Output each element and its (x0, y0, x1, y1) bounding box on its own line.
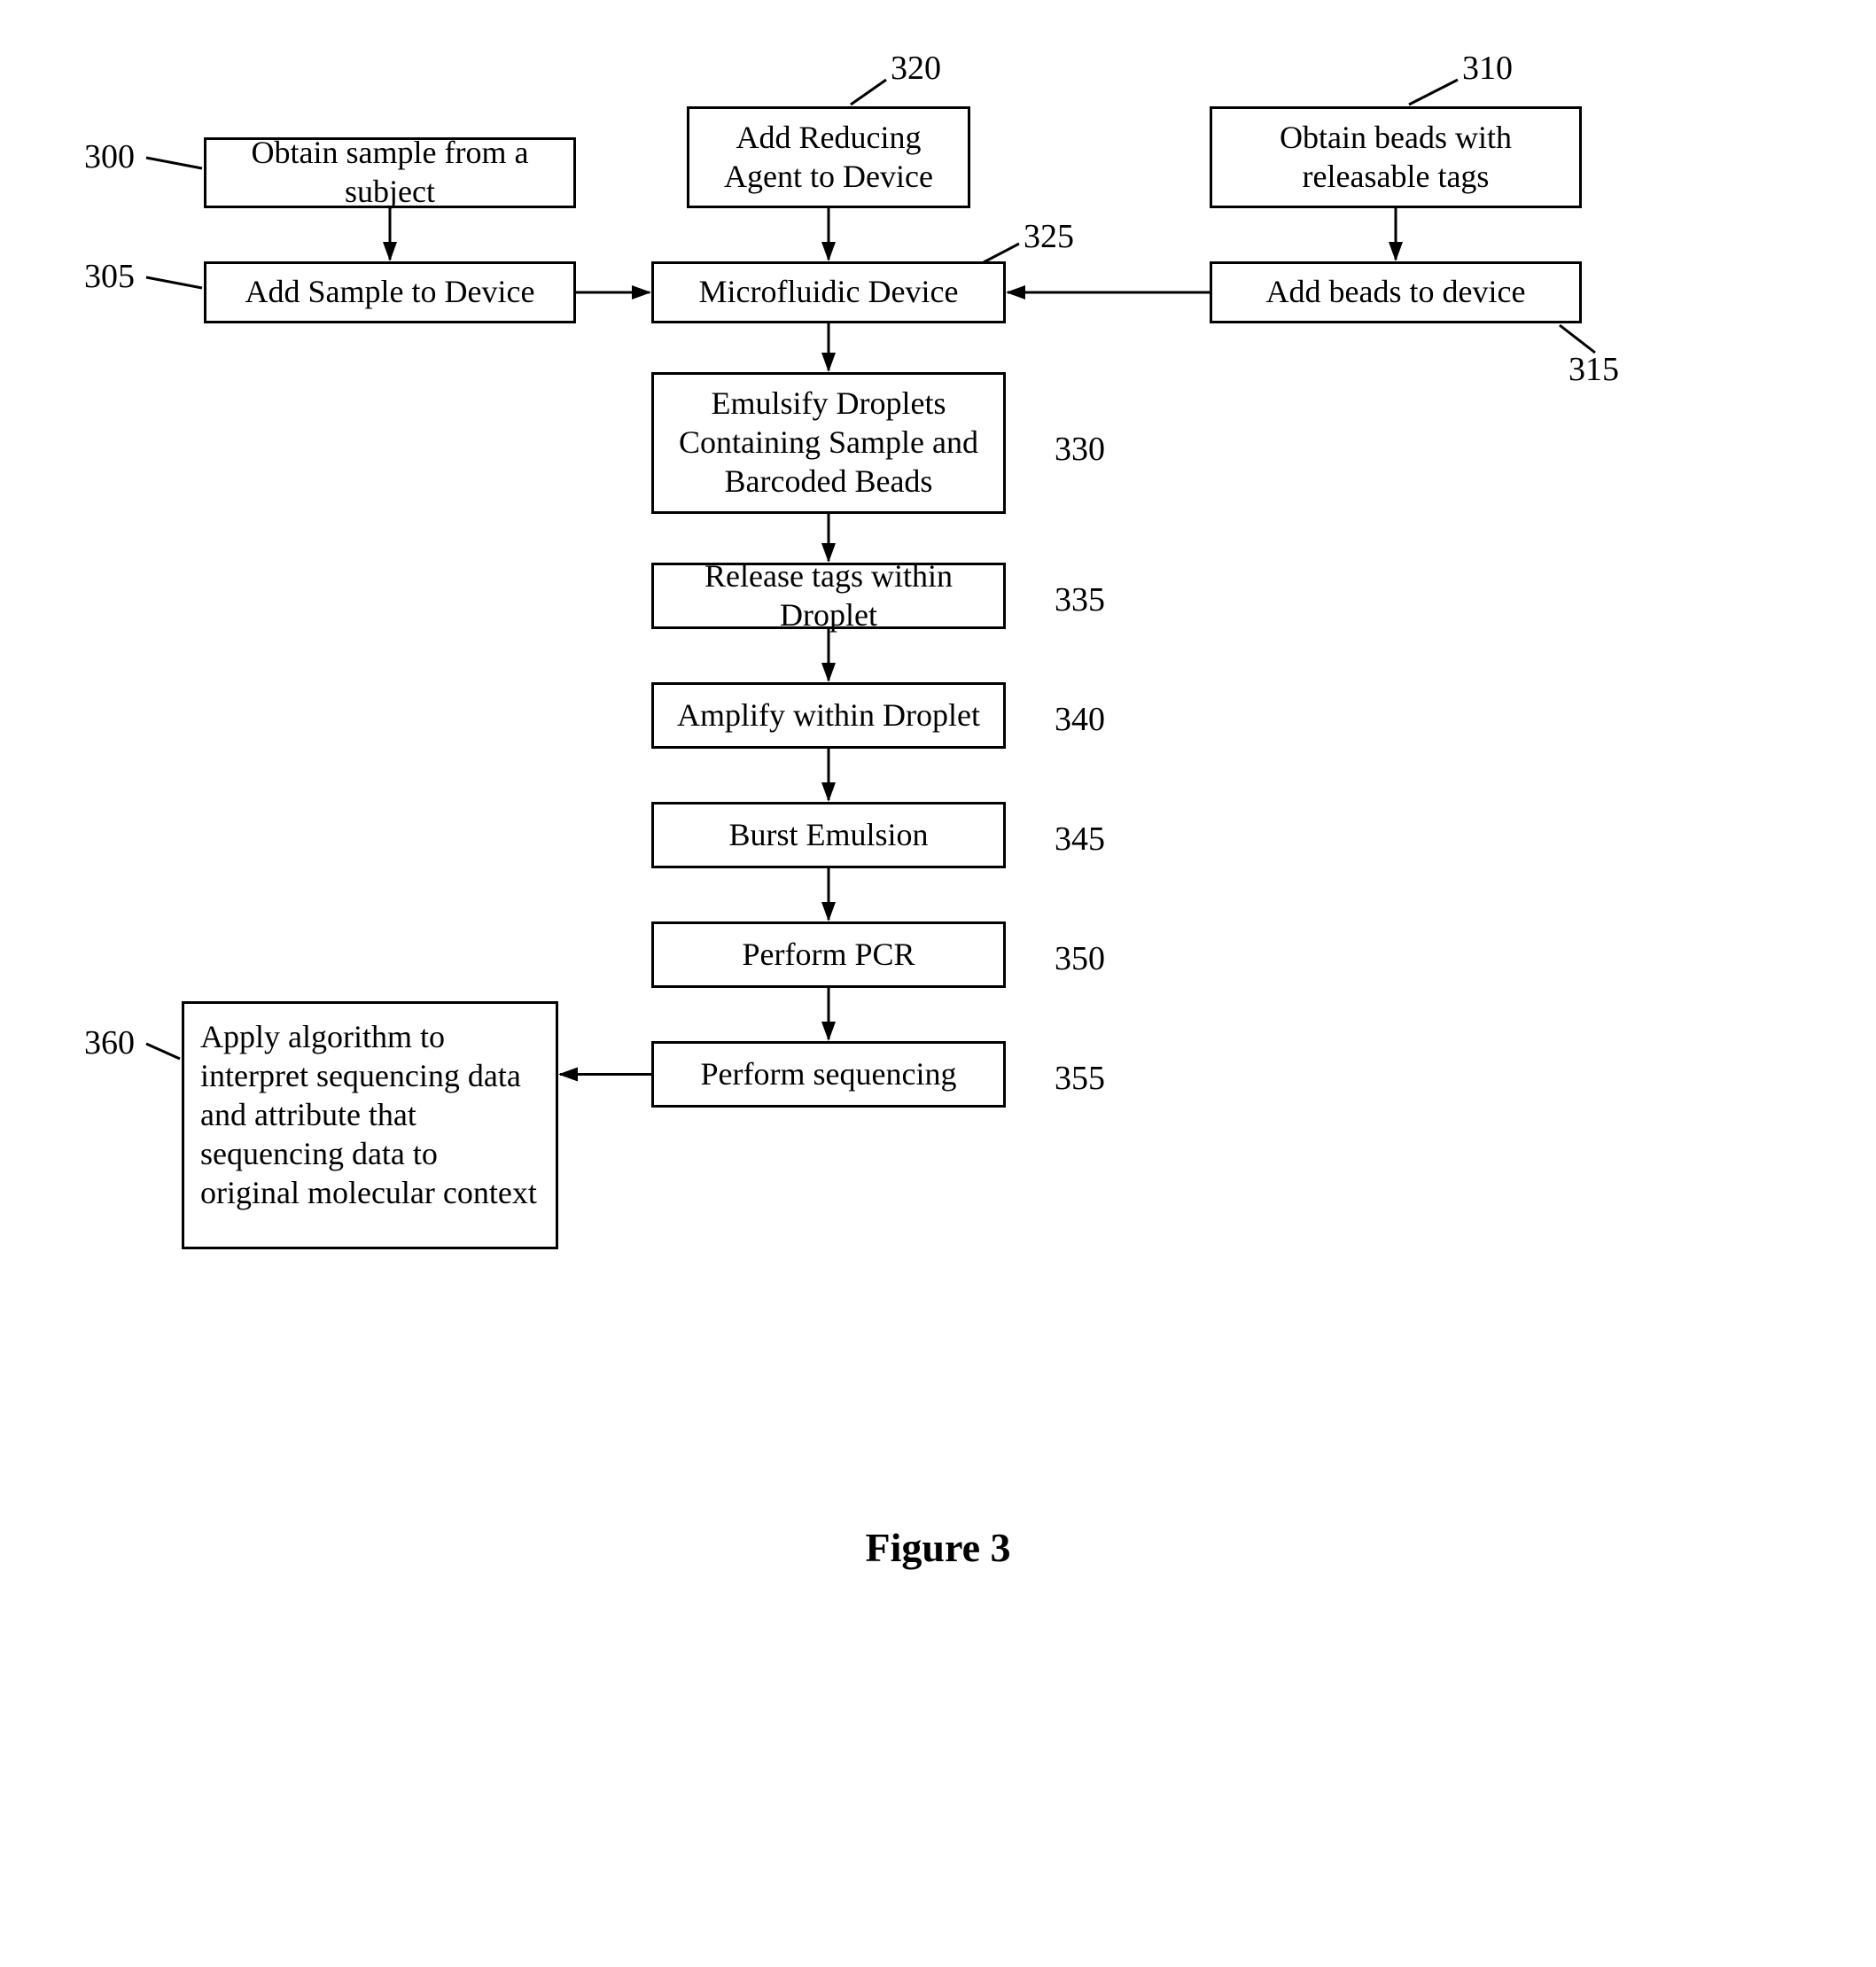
ref-315: 315 (1569, 350, 1619, 389)
ref-300: 300 (84, 137, 135, 176)
ref-330: 330 (1055, 430, 1105, 469)
box-text: Burst Emulsion (728, 816, 928, 855)
box-burst-emulsion: Burst Emulsion (651, 802, 1006, 868)
figure-caption: Figure 3 (0, 1524, 1876, 1571)
box-add-sample: Add Sample to Device (204, 261, 576, 323)
ref-325: 325 (1024, 217, 1074, 256)
box-release-tags: Release tags within Droplet (651, 563, 1006, 629)
box-text: Microfluidic Device (699, 273, 959, 312)
ref-360: 360 (84, 1023, 135, 1062)
box-text: Obtain beads with releasable tags (1228, 119, 1563, 197)
box-text: Apply algorithm to interpret sequencing … (200, 1018, 540, 1213)
box-text: Obtain sample from a subject (222, 134, 557, 212)
box-amplify: Amplify within Droplet (651, 682, 1006, 749)
ref-310: 310 (1462, 49, 1513, 88)
ref-320: 320 (891, 49, 941, 88)
box-perform-sequencing: Perform sequencing (651, 1041, 1006, 1108)
box-text: Amplify within Droplet (677, 696, 980, 735)
ref-355: 355 (1055, 1059, 1105, 1098)
box-add-reducing-agent: Add Reducing Agent to Device (687, 106, 970, 208)
box-emulsify-droplets: Emulsify Droplets Containing Sample and … (651, 372, 1006, 514)
box-text: Emulsify Droplets Containing Sample and … (670, 385, 987, 501)
box-text: Add Reducing Agent to Device (705, 119, 952, 197)
box-text: Add Sample to Device (245, 273, 535, 312)
ref-335: 335 (1055, 580, 1105, 619)
box-obtain-sample: Obtain sample from a subject (204, 137, 576, 208)
ref-345: 345 (1055, 820, 1105, 859)
ref-340: 340 (1055, 700, 1105, 739)
box-text: Release tags within Droplet (670, 557, 987, 635)
box-text: Add beads to device (1266, 273, 1526, 312)
box-add-beads: Add beads to device (1210, 261, 1582, 323)
ref-350: 350 (1055, 939, 1105, 978)
box-microfluidic-device: Microfluidic Device (651, 261, 1006, 323)
ref-305: 305 (84, 257, 135, 296)
box-text: Perform sequencing (701, 1055, 957, 1094)
box-text: Perform PCR (742, 936, 915, 975)
box-perform-pcr: Perform PCR (651, 921, 1006, 988)
figure-stage: Obtain sample from a subject Add Sample … (0, 0, 1876, 1967)
box-apply-algorithm: Apply algorithm to interpret sequencing … (182, 1001, 558, 1249)
box-obtain-beads: Obtain beads with releasable tags (1210, 106, 1582, 208)
